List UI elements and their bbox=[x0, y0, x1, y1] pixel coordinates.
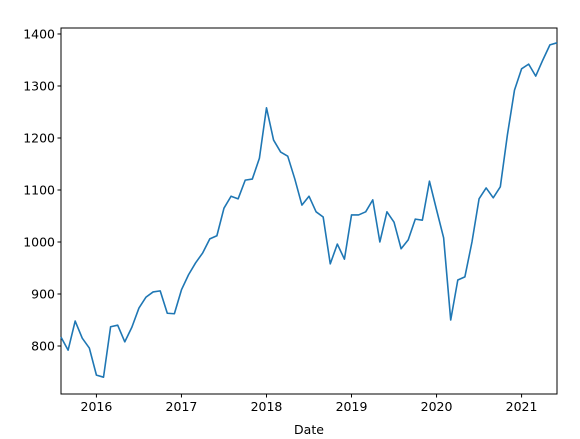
x-tick-label: 2017 bbox=[166, 399, 198, 414]
x-tick-label: 2020 bbox=[421, 399, 453, 414]
y-tick-label: 1400 bbox=[23, 26, 55, 41]
x-tick-label: 2021 bbox=[506, 399, 538, 414]
x-tick-label: 2018 bbox=[251, 399, 283, 414]
y-tick-label: 1300 bbox=[23, 78, 55, 93]
y-tick-label: 1000 bbox=[23, 234, 55, 249]
y-tick-label: 900 bbox=[31, 286, 55, 301]
x-axis-label: Date bbox=[294, 422, 324, 437]
data-line bbox=[60, 42, 558, 378]
y-tick-label: 1100 bbox=[23, 182, 55, 197]
y-tick-label: 1200 bbox=[23, 130, 55, 145]
x-tick-label: 2019 bbox=[336, 399, 368, 414]
plot-frame bbox=[60, 27, 558, 395]
x-tick-label: 2016 bbox=[81, 399, 113, 414]
y-tick-label: 800 bbox=[31, 339, 55, 354]
